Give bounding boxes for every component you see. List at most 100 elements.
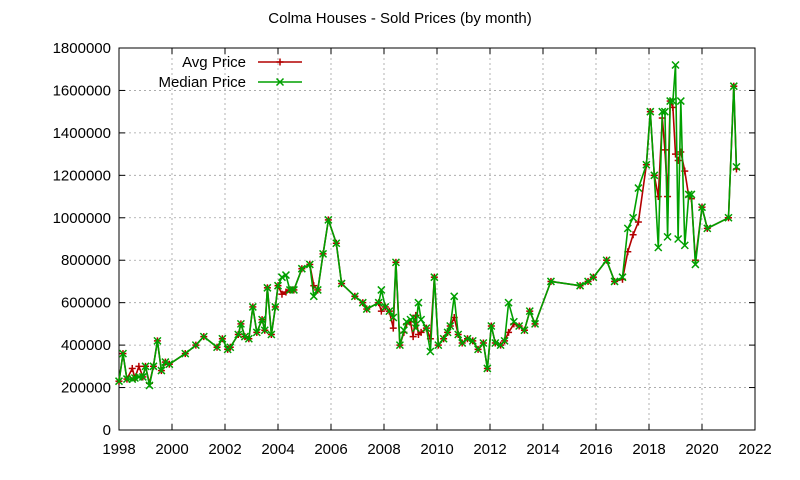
y-tick-label: 400000 bbox=[61, 337, 111, 354]
data-point bbox=[138, 372, 147, 381]
data-point bbox=[422, 324, 431, 333]
data-point bbox=[389, 313, 398, 322]
data-point bbox=[443, 328, 452, 337]
data-point bbox=[240, 332, 249, 341]
data-point bbox=[697, 203, 707, 212]
y-tick-label: 1600000 bbox=[53, 82, 111, 99]
data-point bbox=[289, 285, 298, 294]
data-point bbox=[520, 326, 529, 335]
data-point bbox=[118, 349, 128, 358]
data-point bbox=[226, 343, 235, 352]
data-point bbox=[267, 330, 276, 339]
data-point bbox=[305, 260, 314, 269]
x-tick-label: 2012 bbox=[473, 441, 506, 458]
y-tick-label: 1400000 bbox=[53, 125, 111, 142]
x-tick-label: 2008 bbox=[367, 441, 400, 458]
data-point bbox=[634, 218, 642, 226]
y-tick-label: 0 bbox=[103, 422, 111, 439]
data-point bbox=[271, 302, 280, 311]
axes: 0 200000 400000 600000 800000 1000000 1200000 1… bbox=[53, 40, 772, 458]
data-point bbox=[414, 298, 423, 307]
grid-lines bbox=[119, 48, 755, 430]
data-point bbox=[674, 156, 682, 164]
series-median-price bbox=[114, 60, 741, 390]
data-point bbox=[395, 341, 404, 350]
data-point bbox=[479, 338, 488, 348]
data-point bbox=[629, 213, 638, 222]
data-point bbox=[576, 281, 585, 290]
y-tick-label: 1200000 bbox=[53, 167, 111, 184]
series-layer bbox=[114, 60, 741, 390]
data-point bbox=[446, 321, 455, 331]
data-point bbox=[161, 358, 170, 367]
data-point bbox=[337, 279, 346, 288]
x-tick-label: 2016 bbox=[579, 441, 612, 458]
data-point bbox=[402, 317, 411, 326]
data-point bbox=[666, 97, 675, 106]
data-point bbox=[258, 315, 267, 324]
data-point bbox=[684, 190, 693, 199]
data-point bbox=[531, 319, 540, 328]
data-point bbox=[724, 213, 733, 222]
x-tick-label: 2002 bbox=[208, 441, 241, 458]
data-point bbox=[623, 224, 632, 233]
legend-label: Median Price bbox=[158, 74, 246, 91]
data-point bbox=[234, 330, 243, 339]
chart-title: Colma Houses - Sold Prices (by month) bbox=[268, 10, 531, 27]
y-tick-label: 1800000 bbox=[53, 40, 111, 57]
data-point bbox=[244, 334, 253, 343]
legend: Avg Price Median Price bbox=[158, 54, 302, 91]
x-tick-label: 2022 bbox=[738, 441, 771, 458]
data-point bbox=[663, 232, 672, 241]
data-point bbox=[277, 273, 287, 282]
data-point bbox=[589, 273, 598, 282]
data-point bbox=[634, 184, 643, 193]
data-point bbox=[374, 298, 383, 307]
x-tick-label: 2004 bbox=[261, 441, 294, 458]
data-point bbox=[687, 190, 696, 199]
x-tick-label: 2014 bbox=[526, 441, 559, 458]
data-point bbox=[646, 107, 655, 116]
y-tick-label: 600000 bbox=[61, 295, 111, 312]
legend-marker bbox=[276, 58, 284, 66]
x-tick-label: 2006 bbox=[314, 441, 347, 458]
data-point bbox=[654, 243, 663, 252]
data-point bbox=[199, 332, 208, 341]
data-point bbox=[439, 334, 448, 343]
data-point bbox=[430, 273, 439, 282]
y-tick-label: 1000000 bbox=[53, 210, 111, 227]
data-point bbox=[310, 282, 318, 290]
data-point bbox=[358, 298, 367, 307]
data-point bbox=[417, 328, 425, 336]
data-point bbox=[671, 60, 680, 70]
data-point bbox=[463, 334, 472, 343]
data-point bbox=[491, 338, 500, 348]
x-tick-label: 2000 bbox=[155, 441, 188, 458]
data-point bbox=[454, 330, 463, 339]
data-point bbox=[409, 333, 417, 341]
data-point bbox=[610, 277, 619, 286]
data-point bbox=[525, 307, 534, 316]
data-point bbox=[500, 336, 509, 345]
data-point bbox=[313, 285, 322, 294]
data-point bbox=[672, 150, 679, 158]
data-point bbox=[732, 162, 741, 171]
data-point bbox=[703, 224, 712, 233]
data-point bbox=[319, 249, 328, 258]
x-tick-label: 2010 bbox=[420, 441, 453, 458]
data-point bbox=[213, 343, 222, 352]
data-point bbox=[377, 307, 385, 315]
data-point bbox=[660, 107, 669, 116]
data-point bbox=[297, 264, 306, 273]
data-point bbox=[680, 241, 689, 250]
y-tick-label: 800000 bbox=[61, 252, 111, 269]
data-point bbox=[474, 345, 483, 354]
data-point bbox=[674, 234, 683, 244]
x-tick-label: 2018 bbox=[632, 441, 665, 458]
plot-border bbox=[118, 47, 756, 431]
data-point bbox=[377, 285, 386, 294]
data-point bbox=[278, 290, 286, 298]
data-point bbox=[248, 302, 257, 311]
data-point bbox=[642, 160, 651, 169]
